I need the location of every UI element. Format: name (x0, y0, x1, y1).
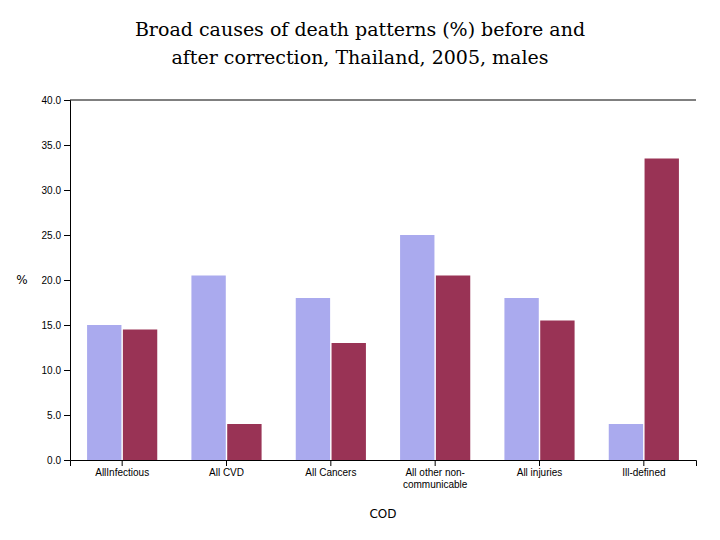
bar (540, 321, 574, 461)
title: Broad causes of death patterns (%) befor… (135, 18, 585, 40)
tick-mark (64, 145, 70, 146)
x-axis-label: COD (369, 507, 396, 521)
tick-label: All­Infectious (95, 467, 149, 478)
tick-label: 15.0 (42, 320, 62, 331)
bars (87, 159, 679, 461)
tick-mark (64, 460, 70, 461)
tick-label: 0.0 (47, 455, 61, 466)
bar (296, 298, 330, 460)
tick: 0.0 (47, 455, 70, 466)
tick-mark (64, 100, 70, 101)
tick: All­Infectious (95, 460, 149, 478)
tick-mark (64, 190, 70, 191)
bar (504, 298, 538, 460)
axis-line (64, 101, 71, 461)
tick: All injuries (517, 460, 563, 478)
tick-mark (122, 460, 123, 466)
x-axis: All­Infectious All CVD All Cancers All othe… (71, 460, 697, 490)
tick-label: 35.0 (42, 140, 62, 151)
tick-mark (64, 370, 70, 371)
tick-label: 20.0 (42, 275, 62, 286)
tick-mark (539, 460, 540, 466)
tick-label: 25.0 (42, 230, 62, 241)
bar (436, 276, 470, 461)
bar (123, 330, 157, 461)
tick-label: 10.0 (42, 365, 62, 376)
tick: All other non-communicable (403, 460, 468, 490)
tick: 20.0 (42, 275, 70, 286)
tick: 35.0 (42, 140, 70, 151)
bar (87, 325, 121, 460)
tick-mark (64, 235, 70, 236)
tick: 5.0 (47, 410, 70, 421)
series (123, 159, 679, 461)
y-axis-label: % (16, 273, 27, 287)
bar (332, 343, 366, 460)
tick-mark (435, 460, 436, 466)
tick-mark (64, 280, 70, 281)
chart: Broad causes of death patterns (%) befor… (0, 0, 720, 540)
plot-frame (70, 100, 696, 101)
tick-label: All CVD (209, 467, 244, 478)
tick: 40.0 (42, 95, 70, 106)
tick-mark (643, 460, 644, 466)
tick-label: Ill-defined (622, 467, 665, 478)
tick: Ill-defined (622, 460, 665, 478)
plot: 0.0 5.0 10.0 15.0 20.0 25.0 30.0 35.0 40.0 All­In… (16, 95, 696, 521)
tick: All Cancers (305, 460, 356, 478)
axis-line (71, 461, 697, 467)
bar (227, 424, 261, 460)
tick-label: All other non-communicable (403, 467, 468, 490)
tick: 30.0 (42, 185, 70, 196)
bar (645, 159, 679, 461)
title: after correction, Thailand, 2005, males (171, 46, 548, 68)
tick-label: 30.0 (42, 185, 62, 196)
bar (191, 276, 225, 461)
bar (609, 424, 643, 460)
tick-label: All injuries (517, 467, 563, 478)
tick-mark (64, 415, 70, 416)
tick: All CVD (209, 460, 244, 478)
tick: 15.0 (42, 320, 70, 331)
tick-mark (226, 460, 227, 466)
tick: 10.0 (42, 365, 70, 376)
y-axis: 0.0 5.0 10.0 15.0 20.0 25.0 30.0 35.0 40.0 (42, 95, 71, 466)
tick-label: All Cancers (305, 467, 356, 478)
tick-mark (330, 460, 331, 466)
tick-label: 5.0 (47, 410, 61, 421)
tick-mark (64, 325, 70, 326)
bar (400, 235, 434, 460)
tick-label: 40.0 (42, 95, 62, 106)
tick: 25.0 (42, 230, 70, 241)
series (87, 235, 643, 460)
